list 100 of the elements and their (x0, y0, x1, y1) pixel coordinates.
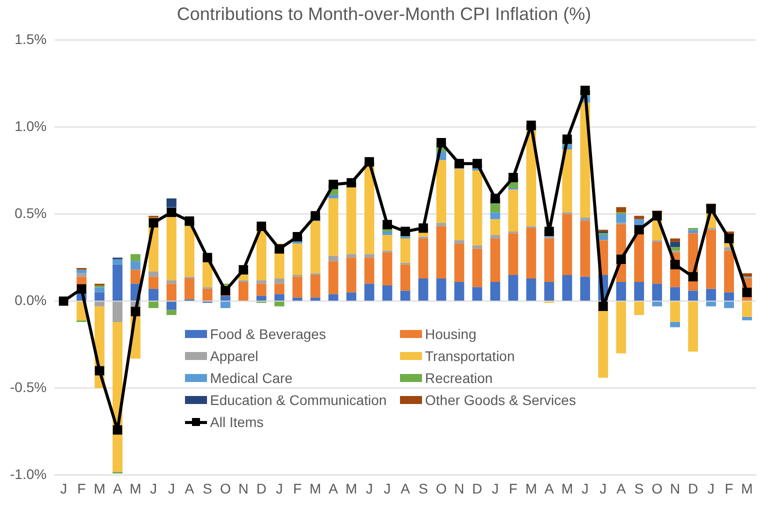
point (490, 194, 500, 204)
bar (382, 252, 392, 286)
point (706, 204, 716, 214)
bar (166, 284, 176, 301)
bar (130, 261, 140, 270)
bar (724, 302, 734, 308)
bar (94, 292, 104, 301)
x-tick-label: J (384, 480, 391, 496)
legend-label: All Items (210, 414, 264, 430)
bar (148, 276, 158, 289)
point (76, 284, 86, 294)
bar (670, 287, 680, 301)
bar (292, 276, 302, 298)
x-tick-label: F (724, 480, 734, 496)
bar (526, 278, 536, 301)
bar (166, 198, 176, 208)
chart-title: Contributions to Month-over-Month CPI Inflation (%) (176, 4, 592, 25)
bar (616, 214, 626, 223)
point (742, 288, 752, 298)
bar (472, 245, 482, 249)
x-tick-label: S (418, 480, 428, 496)
point (274, 244, 284, 254)
bar (508, 190, 518, 232)
bar (310, 298, 320, 301)
bar (148, 302, 158, 308)
x-tick-label: M (525, 480, 538, 496)
bar (274, 302, 284, 306)
x-tick-label: A (184, 480, 195, 496)
bar (76, 270, 86, 274)
bar (400, 290, 410, 301)
x-tick-label: D (472, 480, 482, 496)
bar (454, 244, 464, 282)
point (130, 306, 140, 316)
point (94, 366, 104, 376)
bar (562, 275, 572, 301)
point (346, 178, 356, 188)
legend-label: Education & Communication (210, 392, 387, 408)
bar (310, 275, 320, 298)
bar (94, 287, 104, 292)
bar (454, 168, 464, 240)
bar (436, 226, 446, 278)
x-tick-label: N (238, 480, 248, 496)
bar (364, 254, 374, 258)
x-tick-label: A (400, 480, 411, 496)
point (184, 216, 194, 226)
point (400, 226, 410, 236)
bar (580, 218, 590, 222)
x-tick-label: O (652, 480, 663, 496)
bar (670, 238, 680, 242)
point (724, 234, 734, 244)
x-tick-label: J (582, 480, 589, 496)
bar (94, 302, 104, 306)
bar (436, 222, 446, 226)
bar (328, 294, 338, 301)
bar (184, 226, 194, 277)
point (562, 134, 572, 144)
bar (256, 284, 266, 296)
bar (526, 228, 536, 278)
x-tick-label: M (345, 480, 358, 496)
bar (238, 282, 248, 301)
bar (364, 284, 374, 301)
x-tick-label: D (256, 480, 266, 496)
bar (112, 259, 122, 265)
bar (166, 310, 176, 316)
point (148, 218, 158, 228)
bar (670, 247, 680, 251)
bar (364, 258, 374, 284)
bar (400, 264, 410, 291)
bar (454, 282, 464, 301)
bar (418, 278, 428, 301)
point (58, 296, 68, 306)
point (454, 158, 464, 168)
point (688, 272, 698, 282)
point (598, 302, 608, 312)
bar (328, 261, 338, 294)
legend-label: Housing (425, 326, 476, 342)
point (292, 232, 302, 242)
x-tick-label: J (492, 480, 499, 496)
x-tick-label: M (130, 480, 142, 496)
x-tick-label: M (94, 480, 106, 496)
point (328, 180, 338, 190)
bar (706, 288, 716, 301)
point (580, 86, 590, 96)
x-tick-label: D (688, 480, 698, 496)
point (238, 265, 248, 274)
bar (634, 302, 644, 316)
bar (274, 278, 284, 284)
x-tick-label: M (741, 480, 753, 496)
bar (148, 288, 158, 301)
bar (148, 272, 158, 277)
bar (274, 284, 284, 294)
y-tick-label: 1.5% (14, 30, 47, 47)
x-tick-label: J (150, 480, 157, 496)
bar (472, 248, 482, 288)
x-tick-label: N (670, 480, 680, 496)
point (526, 120, 536, 130)
bar (580, 221, 590, 277)
bar (670, 242, 680, 248)
x-tick-label: F (293, 480, 302, 496)
x-tick-label: A (616, 480, 626, 496)
